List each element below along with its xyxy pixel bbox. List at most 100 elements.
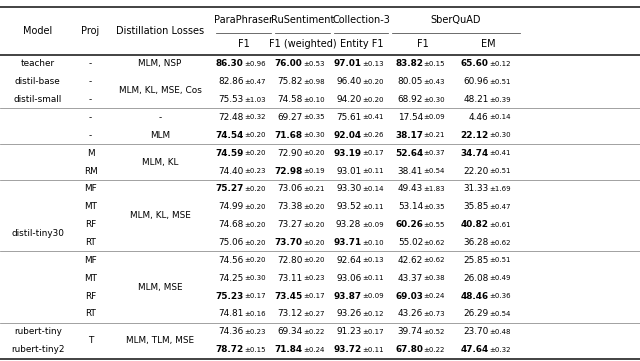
- Text: ±0.17: ±0.17: [244, 293, 266, 299]
- Text: 74.36: 74.36: [218, 327, 244, 336]
- Text: -: -: [89, 113, 92, 122]
- Text: 35.85: 35.85: [463, 202, 489, 211]
- Text: 75.61: 75.61: [336, 113, 361, 122]
- Text: ±0.30: ±0.30: [424, 96, 445, 103]
- Text: 92.04: 92.04: [333, 131, 361, 140]
- Text: 71.68: 71.68: [275, 131, 303, 140]
- Text: ±0.20: ±0.20: [303, 150, 324, 156]
- Text: 78.72: 78.72: [215, 345, 244, 354]
- Text: ±0.11: ±0.11: [362, 204, 383, 210]
- Text: 74.58: 74.58: [277, 95, 303, 104]
- Text: 60.96: 60.96: [463, 77, 489, 86]
- Text: F1: F1: [237, 39, 250, 49]
- Text: ±0.15: ±0.15: [244, 347, 266, 353]
- Text: ±0.22: ±0.22: [303, 329, 324, 335]
- Text: ±0.49: ±0.49: [489, 275, 511, 281]
- Text: 91.23: 91.23: [336, 327, 361, 336]
- Text: 49.43: 49.43: [398, 184, 423, 193]
- Text: 93.26: 93.26: [336, 309, 361, 318]
- Text: 39.74: 39.74: [398, 327, 423, 336]
- Text: ±0.39: ±0.39: [489, 96, 511, 103]
- Text: 93.01: 93.01: [336, 166, 361, 175]
- Text: distil-small: distil-small: [13, 95, 62, 104]
- Text: ±0.21: ±0.21: [424, 132, 445, 138]
- Text: 73.45: 73.45: [274, 292, 303, 301]
- Text: 72.48: 72.48: [218, 113, 244, 122]
- Text: ±0.51: ±0.51: [489, 168, 511, 174]
- Text: ±0.15: ±0.15: [424, 61, 445, 67]
- Text: -: -: [89, 77, 92, 86]
- Text: 25.85: 25.85: [463, 256, 489, 265]
- Text: 74.99: 74.99: [218, 202, 244, 211]
- Text: 53.14: 53.14: [398, 202, 423, 211]
- Text: RuSentiment: RuSentiment: [271, 15, 334, 25]
- Text: ±0.30: ±0.30: [303, 132, 324, 138]
- Text: 48.21: 48.21: [463, 95, 489, 104]
- Text: Entity F1: Entity F1: [340, 39, 383, 49]
- Text: ±0.09: ±0.09: [424, 114, 445, 121]
- Text: 47.64: 47.64: [460, 345, 489, 354]
- Text: ±0.47: ±0.47: [489, 204, 511, 210]
- Text: 4.46: 4.46: [469, 113, 489, 122]
- Text: ±0.37: ±0.37: [424, 150, 445, 156]
- Text: 38.17: 38.17: [395, 131, 423, 140]
- Text: 73.11: 73.11: [277, 274, 303, 283]
- Text: 55.02: 55.02: [398, 238, 423, 247]
- Text: 93.52: 93.52: [336, 202, 361, 211]
- Text: 60.26: 60.26: [395, 220, 423, 229]
- Text: Distillation Losses: Distillation Losses: [116, 26, 204, 36]
- Text: ±0.48: ±0.48: [489, 329, 511, 335]
- Text: RF: RF: [85, 292, 96, 301]
- Text: 73.38: 73.38: [277, 202, 303, 211]
- Text: ±0.20: ±0.20: [244, 132, 266, 138]
- Text: 42.62: 42.62: [398, 256, 423, 265]
- Text: Collection-3: Collection-3: [332, 15, 390, 25]
- Text: ±0.20: ±0.20: [244, 150, 266, 156]
- Text: MLM, TLM, MSE: MLM, TLM, MSE: [126, 336, 194, 345]
- Text: 74.56: 74.56: [218, 256, 244, 265]
- Text: 93.71: 93.71: [333, 238, 361, 247]
- Text: 22.12: 22.12: [460, 131, 489, 140]
- Text: ±0.38: ±0.38: [424, 275, 445, 281]
- Text: 97.01: 97.01: [333, 59, 361, 68]
- Text: 94.20: 94.20: [336, 95, 361, 104]
- Text: 75.23: 75.23: [215, 292, 244, 301]
- Text: ±0.62: ±0.62: [489, 239, 511, 245]
- Text: ±0.47: ±0.47: [244, 79, 266, 85]
- Text: ±0.51: ±0.51: [489, 79, 511, 85]
- Text: rubert-tiny2: rubert-tiny2: [11, 345, 65, 354]
- Text: rubert-tiny: rubert-tiny: [14, 327, 61, 336]
- Text: ±0.13: ±0.13: [362, 257, 383, 264]
- Text: 34.74: 34.74: [460, 149, 489, 158]
- Text: 23.70: 23.70: [463, 327, 489, 336]
- Text: 92.64: 92.64: [336, 256, 361, 265]
- Text: ±0.20: ±0.20: [362, 79, 383, 85]
- Text: MLM, KL: MLM, KL: [142, 158, 178, 166]
- Text: ±0.32: ±0.32: [244, 114, 266, 121]
- Text: ±0.62: ±0.62: [424, 257, 445, 264]
- Text: ±0.17: ±0.17: [303, 293, 324, 299]
- Text: ±0.10: ±0.10: [362, 239, 383, 245]
- Text: ±0.73: ±0.73: [424, 311, 445, 317]
- Text: M: M: [87, 149, 94, 158]
- Text: ±0.20: ±0.20: [244, 239, 266, 245]
- Text: 75.53: 75.53: [218, 95, 244, 104]
- Text: ParaPhraser: ParaPhraser: [214, 15, 273, 25]
- Text: 67.80: 67.80: [395, 345, 423, 354]
- Text: -: -: [89, 59, 92, 68]
- Text: 72.98: 72.98: [274, 166, 303, 175]
- Text: teacher: teacher: [20, 59, 55, 68]
- Text: ±0.11: ±0.11: [362, 347, 383, 353]
- Text: ±0.24: ±0.24: [424, 293, 445, 299]
- Text: ±0.51: ±0.51: [489, 257, 511, 264]
- Text: 74.81: 74.81: [218, 309, 244, 318]
- Text: ±0.27: ±0.27: [303, 311, 324, 317]
- Text: ±0.09: ±0.09: [362, 222, 383, 228]
- Text: 74.25: 74.25: [218, 274, 244, 283]
- Text: 75.27: 75.27: [215, 184, 244, 193]
- Text: MLM, NSP: MLM, NSP: [138, 59, 182, 68]
- Text: ±0.35: ±0.35: [424, 204, 445, 210]
- Text: ±0.20: ±0.20: [244, 204, 266, 210]
- Text: 52.64: 52.64: [395, 149, 423, 158]
- Text: 83.82: 83.82: [395, 59, 423, 68]
